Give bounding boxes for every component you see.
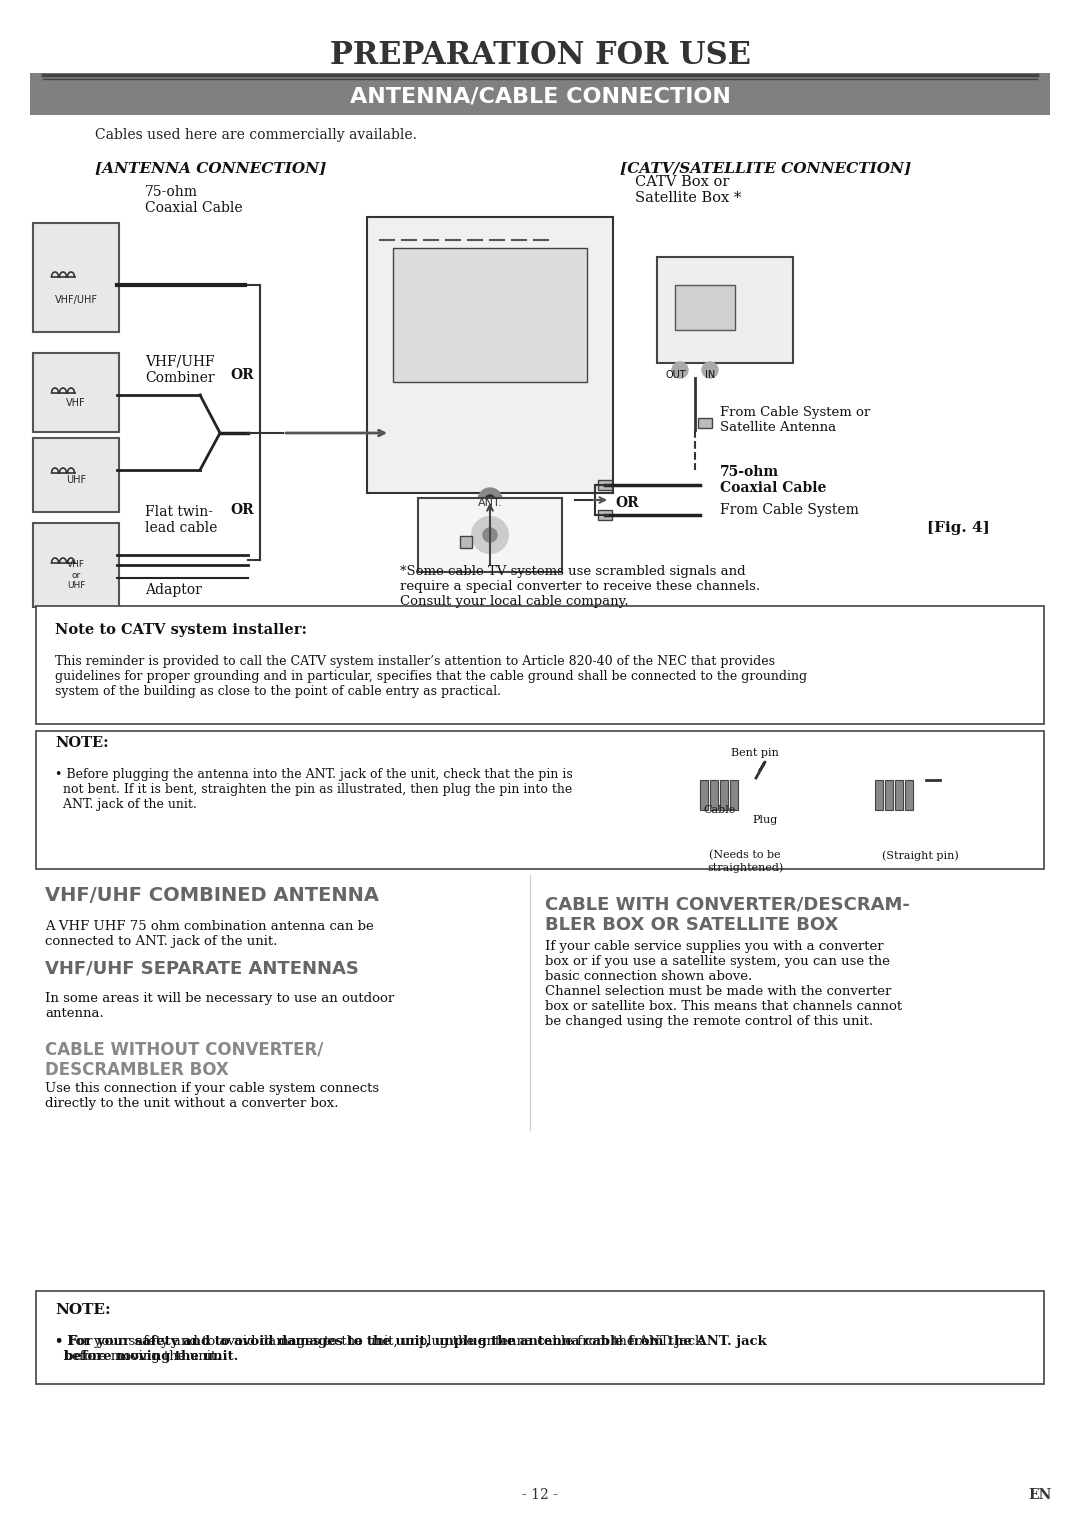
Circle shape [478, 488, 502, 513]
Bar [905, 780, 913, 810]
Text: - 12 -: - 12 - [522, 1488, 558, 1502]
Text: NOTE:: NOTE: [55, 1303, 110, 1317]
Text: Flat twin-
lead cable: Flat twin- lead cable [145, 505, 217, 536]
Circle shape [485, 494, 495, 505]
FancyBboxPatch shape [36, 606, 1044, 723]
FancyBboxPatch shape [36, 1291, 1044, 1384]
Text: *Some cable TV systems use scrambled signals and
require a special converter to : *Some cable TV systems use scrambled sig… [400, 565, 760, 607]
Circle shape [672, 362, 688, 378]
Text: [CATV/SATELLITE CONNECTION]: [CATV/SATELLITE CONNECTION] [620, 162, 912, 175]
Text: Cables used here are commercially available.: Cables used here are commercially availa… [95, 128, 417, 142]
Text: OUT: OUT [665, 369, 686, 380]
Circle shape [472, 517, 508, 552]
Text: 75-ohm
Coaxial Cable: 75-ohm Coaxial Cable [720, 465, 826, 494]
Text: CABLE WITHOUT CONVERTER/
DESCRAMBLER BOX: CABLE WITHOUT CONVERTER/ DESCRAMBLER BOX [45, 1041, 323, 1079]
Text: This reminder is provided to call the CATV system installer’s attention to Artic: This reminder is provided to call the CA… [55, 655, 807, 697]
Text: EN: EN [1028, 1488, 1052, 1502]
Text: From Cable System: From Cable System [720, 504, 859, 517]
FancyBboxPatch shape [36, 731, 1044, 868]
Text: Bent pin: Bent pin [731, 748, 779, 758]
Text: • Before plugging the antenna into the ANT. jack of the unit, check that the pin: • Before plugging the antenna into the A… [55, 768, 572, 810]
Bar [895, 780, 903, 810]
Text: • For your safety and to avoid damages to the unit, unplug the antenna cable fro: • For your safety and to avoid damages t… [55, 1335, 703, 1363]
Text: Note to CATV system installer:: Note to CATV system installer: [55, 623, 307, 636]
Text: [ANTENNA CONNECTION]: [ANTENNA CONNECTION] [95, 162, 326, 175]
Text: • For your safety and to avoid damages to the unit, unplug the antenna cable fro: • For your safety and to avoid damages t… [55, 1335, 767, 1363]
Bar [675, 285, 735, 330]
Text: CABLE WITH CONVERTER/DESCRAM-
BLER BOX OR SATELLITE BOX: CABLE WITH CONVERTER/DESCRAM- BLER BOX O… [545, 896, 909, 934]
Bar [730, 780, 738, 810]
Bar [720, 780, 728, 810]
FancyBboxPatch shape [367, 217, 613, 493]
Text: IN: IN [705, 369, 715, 380]
Text: [Fig. 4]: [Fig. 4] [928, 520, 990, 536]
Text: (Straight pin): (Straight pin) [881, 850, 958, 861]
Bar [698, 418, 712, 427]
Text: CATV Box or
Satellite Box *: CATV Box or Satellite Box * [635, 175, 741, 204]
Bar [700, 780, 708, 810]
Text: VHF/UHF COMBINED ANTENNA: VHF/UHF COMBINED ANTENNA [45, 885, 379, 905]
Text: Use this connection if your cable system connects
directly to the unit without a: Use this connection if your cable system… [45, 1082, 379, 1109]
Text: VHF
or
UHF: VHF or UHF [67, 560, 85, 591]
Bar [598, 481, 612, 490]
Text: 75-ohm
Coaxial Cable: 75-ohm Coaxial Cable [145, 185, 243, 215]
Text: VHF/UHF SEPARATE ANTENNAS: VHF/UHF SEPARATE ANTENNAS [45, 958, 359, 977]
Text: VHF/UHF
Combiner: VHF/UHF Combiner [145, 356, 215, 385]
FancyBboxPatch shape [33, 523, 119, 607]
Text: OR: OR [230, 368, 254, 382]
FancyBboxPatch shape [30, 73, 1050, 114]
Text: ANT.: ANT. [477, 497, 502, 508]
Text: Plug: Plug [753, 815, 778, 826]
Text: From Cable System or
Satellite Antenna: From Cable System or Satellite Antenna [720, 406, 870, 433]
Circle shape [702, 362, 718, 378]
Text: (Needs to be
straightened): (Needs to be straightened) [707, 850, 783, 873]
Text: OR: OR [615, 496, 638, 510]
FancyBboxPatch shape [393, 249, 588, 382]
FancyBboxPatch shape [33, 353, 119, 432]
Text: VHF/UHF: VHF/UHF [54, 295, 97, 305]
Text: Adaptor: Adaptor [145, 583, 202, 597]
Text: OR: OR [230, 504, 254, 517]
Bar [710, 780, 718, 810]
FancyBboxPatch shape [33, 223, 119, 333]
Text: ANTENNA/CABLE CONNECTION: ANTENNA/CABLE CONNECTION [350, 85, 730, 105]
Text: Cable: Cable [704, 806, 737, 815]
FancyBboxPatch shape [33, 438, 119, 513]
FancyBboxPatch shape [418, 497, 562, 572]
Bar [885, 780, 893, 810]
Text: In some areas it will be necessary to use an outdoor
antenna.: In some areas it will be necessary to us… [45, 992, 394, 1019]
Circle shape [483, 528, 497, 542]
Text: PREPARATION FOR USE: PREPARATION FOR USE [329, 40, 751, 70]
Bar [460, 536, 472, 548]
Text: NOTE:: NOTE: [55, 736, 109, 749]
Text: UHF: UHF [66, 475, 86, 485]
Text: A VHF UHF 75 ohm combination antenna can be
connected to ANT. jack of the unit.: A VHF UHF 75 ohm combination antenna can… [45, 920, 374, 948]
Text: VHF: VHF [66, 398, 85, 407]
Bar [875, 780, 883, 810]
Bar [598, 510, 612, 520]
FancyBboxPatch shape [657, 256, 793, 363]
Text: If your cable service supplies you with a converter
box or if you use a satellit: If your cable service supplies you with … [545, 940, 902, 1029]
